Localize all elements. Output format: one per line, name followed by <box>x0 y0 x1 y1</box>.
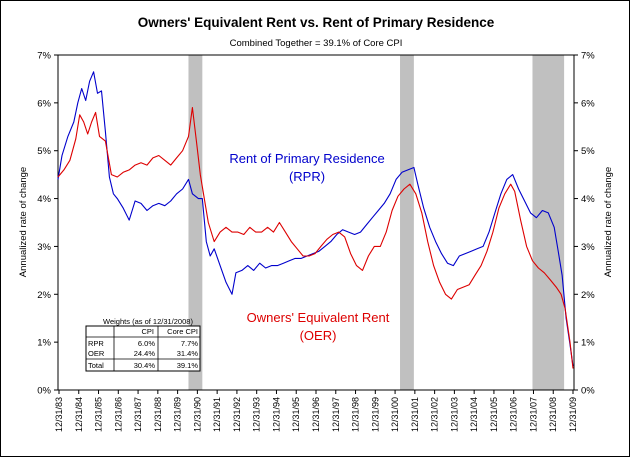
y-tick-label: 2% <box>37 290 51 301</box>
oer-series-line <box>57 107 574 369</box>
y-tick-label: 1% <box>581 338 595 349</box>
weights-table: Weights (as of 12/31/2008) CPI Core CPI … <box>85 317 201 372</box>
x-tick-label: 12/31/95 <box>291 397 301 432</box>
recession-bands <box>188 55 565 390</box>
x-tick-label: 12/31/85 <box>94 397 104 432</box>
weights-cell: 24.4% <box>134 349 156 358</box>
weights-cell: 6.0% <box>138 339 155 348</box>
weights-table-box <box>85 325 201 372</box>
x-tick-label: 12/31/97 <box>331 397 341 432</box>
y-tick-label: 1% <box>37 338 51 349</box>
rpr-series-line <box>57 71 574 367</box>
x-tick-label: 12/31/08 <box>548 397 558 432</box>
y-tick-label: 5% <box>37 146 51 157</box>
y-tick-label: 7% <box>37 51 51 62</box>
x-tick-label: 12/31/04 <box>469 397 479 432</box>
x-tick-label: 12/31/05 <box>489 397 499 432</box>
chart-subtitle: Combined Together = 39.1% of Core CPI <box>230 38 403 49</box>
recession-band <box>188 55 203 390</box>
weights-row-label: Total <box>88 361 104 370</box>
x-tick-label: 12/31/83 <box>54 397 64 432</box>
x-tick-label: 12/31/09 <box>568 397 578 432</box>
y-tick-labels-right: 0% 1% 2% 3% 4% 5% 6% 7% <box>581 51 595 397</box>
x-tick-labels: 12/31/83 12/31/84 12/31/85 12/31/86 12/31/87… <box>54 397 578 432</box>
x-tick-label: 12/31/06 <box>509 397 519 432</box>
x-tick-label: 12/31/98 <box>351 397 361 432</box>
x-tick-label: 12/31/93 <box>252 397 262 432</box>
chart-title: Owners' Equivalent Rent vs. Rent of Prim… <box>138 15 495 30</box>
y-tick-label: 0% <box>581 386 595 397</box>
weights-row-label: OER <box>88 349 105 358</box>
x-tick-label: 12/31/07 <box>528 397 538 432</box>
y-tick-label: 6% <box>37 98 51 109</box>
x-tick-label: 12/31/86 <box>113 397 123 432</box>
x-tick-label: 12/31/00 <box>390 397 400 432</box>
series-lines <box>57 71 574 369</box>
y-tick-label: 0% <box>37 386 51 397</box>
x-tick-label: 12/31/02 <box>430 397 440 432</box>
x-tick-label: 12/31/96 <box>311 397 321 432</box>
recession-band <box>400 55 414 390</box>
axis-ticks <box>54 54 578 394</box>
weights-row-label: RPR <box>88 339 104 348</box>
x-tick-label: 12/31/99 <box>370 397 380 432</box>
x-tick-label: 12/31/92 <box>232 397 242 432</box>
weights-table-title: Weights (as of 12/31/2008) <box>103 317 193 326</box>
x-tick-label: 12/31/03 <box>449 397 459 432</box>
weights-header-core: Core CPI <box>167 327 198 336</box>
x-tick-label: 12/31/84 <box>74 397 84 432</box>
oer-annotation-abbrev: (OER) <box>300 328 337 343</box>
y-axis-label-right: Annualized rate of change <box>603 167 614 277</box>
y-tick-label: 4% <box>581 194 595 205</box>
rpr-annotation: Rent of Primary Residence <box>229 151 384 166</box>
x-tick-label: 12/31/90 <box>192 397 202 432</box>
x-tick-label: 12/31/94 <box>271 397 281 432</box>
weights-cell: 30.4% <box>134 361 156 370</box>
y-tick-label: 2% <box>581 290 595 301</box>
x-tick-label: 12/31/91 <box>212 397 222 432</box>
weights-cell: 31.4% <box>177 349 199 358</box>
oer-annotation: Owners' Equivalent Rent <box>247 310 390 325</box>
rpr-annotation-abbrev: (RPR) <box>289 169 325 184</box>
y-tick-label: 7% <box>581 51 595 62</box>
y-tick-label: 4% <box>37 194 51 205</box>
y-tick-label: 5% <box>581 146 595 157</box>
y-tick-label: 6% <box>581 98 595 109</box>
weights-cell: 7.7% <box>181 339 198 348</box>
y-tick-label: 3% <box>581 242 595 253</box>
x-tick-label: 12/31/88 <box>153 397 163 432</box>
y-axis-label-left: Annualized rate of change <box>18 167 29 277</box>
y-tick-labels-left: 0% 1% 2% 3% 4% 5% 6% 7% <box>37 51 51 397</box>
x-tick-label: 12/31/87 <box>133 397 143 432</box>
x-tick-label: 12/31/01 <box>410 397 420 432</box>
x-tick-label: 12/31/89 <box>173 397 183 432</box>
recession-band <box>532 55 565 390</box>
weights-cell: 39.1% <box>177 361 199 370</box>
y-tick-label: 3% <box>37 242 51 253</box>
weights-header-cpi: CPI <box>141 327 154 336</box>
